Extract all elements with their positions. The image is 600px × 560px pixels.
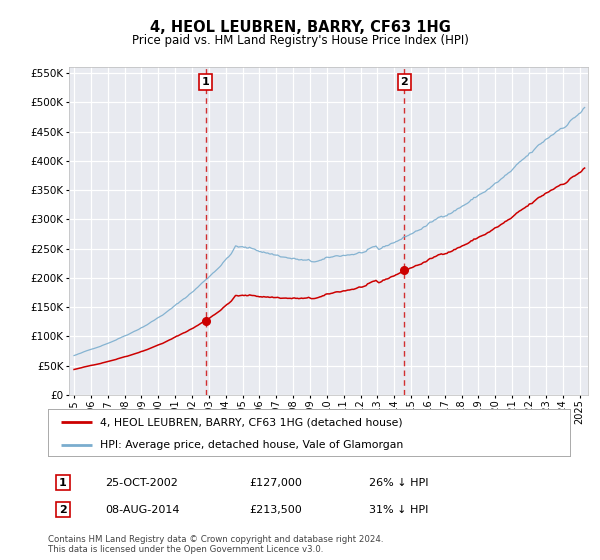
Text: 4, HEOL LEUBREN, BARRY, CF63 1HG (detached house): 4, HEOL LEUBREN, BARRY, CF63 1HG (detach… <box>100 417 403 427</box>
Text: 2: 2 <box>59 505 67 515</box>
Text: 1: 1 <box>59 478 67 488</box>
Text: 08-AUG-2014: 08-AUG-2014 <box>105 505 179 515</box>
Text: 4, HEOL LEUBREN, BARRY, CF63 1HG: 4, HEOL LEUBREN, BARRY, CF63 1HG <box>149 20 451 35</box>
Text: 1: 1 <box>202 77 210 87</box>
Text: 26% ↓ HPI: 26% ↓ HPI <box>369 478 428 488</box>
Text: 25-OCT-2002: 25-OCT-2002 <box>105 478 178 488</box>
Text: £127,000: £127,000 <box>249 478 302 488</box>
Text: Price paid vs. HM Land Registry's House Price Index (HPI): Price paid vs. HM Land Registry's House … <box>131 34 469 46</box>
Text: HPI: Average price, detached house, Vale of Glamorgan: HPI: Average price, detached house, Vale… <box>100 440 403 450</box>
Text: 31% ↓ HPI: 31% ↓ HPI <box>369 505 428 515</box>
Text: £213,500: £213,500 <box>249 505 302 515</box>
Text: Contains HM Land Registry data © Crown copyright and database right 2024.
This d: Contains HM Land Registry data © Crown c… <box>48 535 383 554</box>
Text: 2: 2 <box>400 77 408 87</box>
